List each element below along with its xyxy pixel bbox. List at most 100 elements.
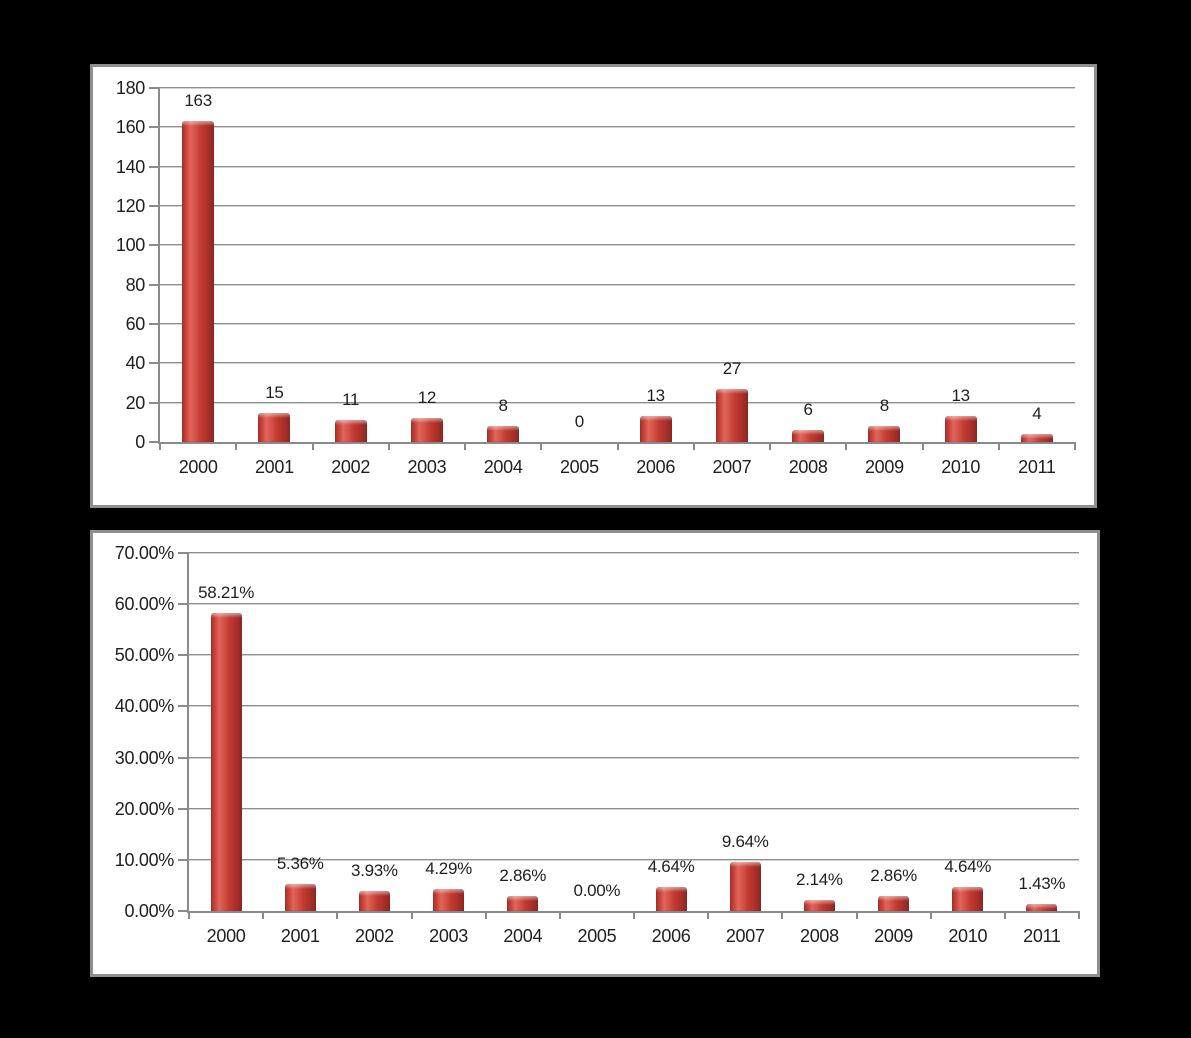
gridline xyxy=(160,362,1075,365)
x-tick-label-2006: 2006 xyxy=(636,457,676,477)
x-tick-label-2002: 2002 xyxy=(354,926,394,946)
data-label-2007: 27 xyxy=(722,358,742,378)
data-label-2001: 5.36% xyxy=(276,853,324,873)
x-tick-mark xyxy=(616,442,619,450)
x-tick-mark xyxy=(410,911,413,919)
gridline xyxy=(189,858,1079,861)
x-tick-label-2007: 2007 xyxy=(725,926,765,946)
bar-2002 xyxy=(358,890,390,911)
x-tick-label-2000: 2000 xyxy=(206,926,246,946)
bar-2006 xyxy=(639,416,672,442)
y-tick-mark xyxy=(149,205,160,207)
x-tick-label-2009: 2009 xyxy=(874,926,913,946)
x-tick-mark xyxy=(484,911,487,919)
bar-2003 xyxy=(433,889,465,911)
data-label-2011: 4 xyxy=(1032,404,1042,424)
bar-2007 xyxy=(729,861,761,911)
y-tick-label: 180 xyxy=(115,78,145,98)
y-tick-label: 20 xyxy=(125,392,146,413)
x-tick-mark xyxy=(188,911,190,919)
x-tick-mark xyxy=(781,911,784,919)
gridline xyxy=(189,603,1079,606)
data-label-2000: 58.21% xyxy=(198,583,255,603)
bar-2011 xyxy=(1026,903,1058,911)
y-tick-mark xyxy=(149,244,160,247)
x-tick-label-2011: 2011 xyxy=(1023,926,1061,946)
gridline xyxy=(189,807,1079,810)
y-tick-label: 100 xyxy=(115,235,145,256)
x-tick-label-2006: 2006 xyxy=(651,926,691,946)
data-label-2004: 2.86% xyxy=(499,866,547,886)
x-tick-label-2001: 2001 xyxy=(280,926,320,946)
x-tick-label-2002: 2002 xyxy=(331,457,371,477)
y-tick-mark xyxy=(149,401,160,404)
y-tick-mark xyxy=(178,807,189,810)
x-tick-mark xyxy=(159,442,161,450)
data-label-2010: 4.64% xyxy=(944,857,992,877)
x-tick-mark xyxy=(929,911,932,919)
data-label-2006: 4.64% xyxy=(647,857,695,877)
x-tick-label-2011: 2011 xyxy=(1018,457,1056,477)
y-tick-label: 0.00% xyxy=(124,901,174,921)
gridline xyxy=(189,552,1079,554)
bar-2010 xyxy=(952,887,984,911)
y-tick-label: 70.00% xyxy=(114,543,175,563)
y-tick-label: 60.00% xyxy=(114,594,175,615)
y-tick-label: 120 xyxy=(115,196,145,216)
data-label-2000: 163 xyxy=(184,91,212,111)
x-tick-label-2003: 2003 xyxy=(429,926,468,946)
y-tick-mark xyxy=(178,603,189,606)
y-tick-label: 160 xyxy=(115,117,145,138)
x-tick-label-2005: 2005 xyxy=(559,457,599,477)
x-tick-label-2010: 2010 xyxy=(948,926,988,946)
x-tick-mark xyxy=(558,911,561,919)
data-label-2002: 11 xyxy=(342,390,360,410)
x-tick-mark xyxy=(311,442,314,450)
gridline xyxy=(189,654,1079,657)
y-tick-mark xyxy=(149,283,160,286)
data-label-2008: 2.14% xyxy=(796,870,843,890)
data-label-2007: 9.64% xyxy=(721,831,769,851)
y-tick-label: 30.00% xyxy=(114,747,175,768)
x-tick-mark xyxy=(262,911,265,919)
data-label-2005: 0 xyxy=(574,412,584,431)
x-tick-mark xyxy=(845,442,848,450)
x-tick-label-2008: 2008 xyxy=(799,926,839,946)
gridline xyxy=(160,205,1075,207)
gridline xyxy=(160,323,1075,325)
y-tick-label: 10.00% xyxy=(114,849,175,870)
bar-2001 xyxy=(258,412,291,442)
y-tick-mark xyxy=(178,552,189,554)
y-tick-mark xyxy=(178,705,189,708)
bar-2004 xyxy=(487,426,520,442)
bar-2002 xyxy=(334,420,367,442)
plot-area: 0 20 40 60 80 100 120 140 160 180 163 2000 15 2001 11 2… xyxy=(116,78,1076,477)
y-tick-label: 40.00% xyxy=(114,696,175,717)
y-tick-mark xyxy=(149,323,160,325)
data-label-2002: 3.93% xyxy=(351,860,398,880)
y-tick-label: 20.00% xyxy=(114,798,175,819)
y-tick-mark xyxy=(149,87,160,89)
gridline xyxy=(160,244,1075,247)
chart-panel-counts-by-year: 0 20 40 60 80 100 120 140 160 180 163 2000 15 2001 11 2… xyxy=(90,64,1097,508)
bar-2000 xyxy=(182,121,215,442)
y-tick-mark xyxy=(178,654,189,657)
bar-2007 xyxy=(715,388,748,442)
bar-2010 xyxy=(944,416,977,442)
y-tick-label: 140 xyxy=(115,156,145,177)
x-tick-mark xyxy=(336,911,339,919)
gridline xyxy=(160,401,1075,404)
x-tick-label-2004: 2004 xyxy=(503,926,543,946)
x-tick-mark xyxy=(1074,442,1076,450)
data-label-2003: 12 xyxy=(417,388,437,408)
gridline xyxy=(160,126,1075,129)
x-tick-label-2004: 2004 xyxy=(483,457,523,477)
x-tick-label-2008: 2008 xyxy=(788,457,828,477)
y-tick-label: 0 xyxy=(135,432,145,452)
plot-area: 0.00% 10.00% 20.00% 30.00% 40.00% 50.00% 60.00… xyxy=(115,543,1080,946)
y-tick-label: 60 xyxy=(125,314,146,334)
y-tick-mark xyxy=(178,756,189,759)
x-tick-mark xyxy=(769,442,771,450)
x-tick-label-2010: 2010 xyxy=(941,457,981,477)
x-tick-label-2000: 2000 xyxy=(178,457,218,477)
